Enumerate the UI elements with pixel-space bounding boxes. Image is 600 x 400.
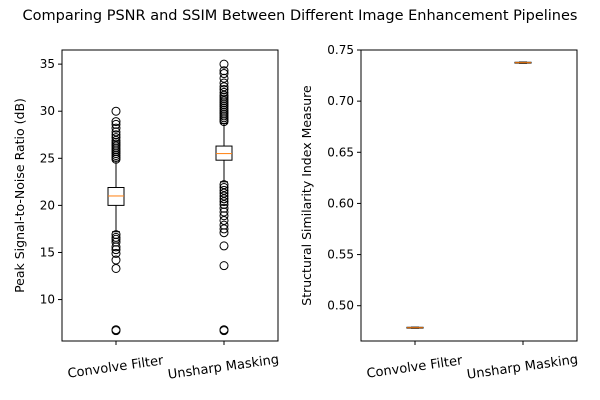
outlier-point: [219, 66, 229, 76]
outlier-point: [219, 85, 229, 95]
outlier-point: [219, 87, 229, 97]
psnr-boxplot-panel: 10 15 20 25 30 35 Peak Signal-to-Noise Ratio (…: [12, 49, 280, 383]
x-tick-label: Unsharp Masking: [167, 352, 280, 382]
y-tick-label: 0.50: [327, 299, 354, 313]
axes-frame: [61, 49, 279, 342]
outlier-point: [111, 117, 121, 127]
x-tick-label: Convolve Filter: [366, 353, 464, 381]
outlier-point: [111, 232, 121, 242]
y-tick-label: 0.70: [327, 94, 354, 108]
y-tick-label: 0.65: [327, 145, 354, 159]
outlier-point: [219, 73, 229, 83]
y-tick-label: 35: [40, 57, 55, 71]
outlier-point: [111, 106, 121, 116]
outlier-point: [219, 185, 229, 195]
y-tick-label: 10: [40, 293, 55, 307]
outlier-point: [219, 59, 229, 69]
outlier-point: [111, 255, 121, 265]
outlier-point: [111, 130, 121, 140]
outlier-point: [219, 215, 229, 225]
y-axis-label: Structural Similarity Index Measure: [299, 85, 314, 306]
outlier-point: [219, 325, 229, 335]
ssim-boxplot-panel: 0.50 0.55 0.60 0.65 0.70 0.75 Structural Simil…: [299, 43, 579, 383]
outlier-point: [219, 180, 229, 190]
outlier-point: [219, 220, 229, 230]
box-unsharp-masking: [215, 59, 233, 336]
box-unsharp-masking: [514, 61, 532, 64]
figure-suptitle: Comparing PSNR and SSIM Between Differen…: [23, 8, 578, 24]
outlier-point: [111, 230, 121, 240]
y-tick-label: 0.75: [327, 43, 354, 57]
box-convolve-filter: [406, 326, 424, 329]
outlier-point: [111, 133, 121, 143]
y-tick-label: 25: [40, 151, 55, 165]
outlier-point: [111, 263, 121, 273]
outlier-point: [111, 248, 121, 258]
y-tick-label: 30: [40, 104, 55, 118]
x-tick-label: Convolve Filter: [67, 353, 165, 381]
y-tick-label: 0.55: [327, 248, 354, 262]
box-convolve-filter: [107, 106, 125, 336]
x-tick-label: Unsharp Masking: [466, 352, 579, 382]
y-tick-label: 0.60: [327, 196, 354, 210]
outlier-point: [219, 69, 229, 79]
outlier-point: [111, 325, 121, 335]
y-tick-label: 20: [40, 198, 55, 212]
outlier-point: [111, 119, 121, 129]
axes-frame: [360, 49, 578, 342]
outlier-point: [219, 78, 229, 88]
outlier-point: [111, 123, 121, 133]
outlier-point: [219, 261, 229, 271]
y-tick-label: 15: [40, 245, 55, 259]
y-axis-label: Peak Signal-to-Noise Ratio (dB): [12, 98, 27, 293]
outlier-point: [219, 203, 229, 213]
outlier-point: [219, 241, 229, 251]
outlier-point: [219, 182, 229, 192]
